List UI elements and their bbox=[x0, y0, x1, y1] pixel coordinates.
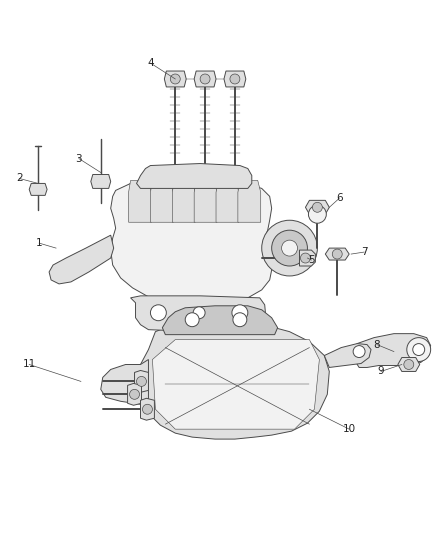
Circle shape bbox=[130, 389, 140, 399]
Polygon shape bbox=[300, 250, 315, 266]
Polygon shape bbox=[305, 200, 329, 214]
Circle shape bbox=[233, 313, 247, 327]
Polygon shape bbox=[29, 183, 47, 196]
Circle shape bbox=[170, 74, 180, 84]
Polygon shape bbox=[325, 248, 349, 260]
Polygon shape bbox=[141, 398, 155, 420]
Text: 4: 4 bbox=[147, 58, 154, 68]
Polygon shape bbox=[194, 71, 216, 87]
Circle shape bbox=[193, 307, 205, 319]
Circle shape bbox=[200, 74, 210, 84]
Circle shape bbox=[312, 203, 322, 212]
Text: 8: 8 bbox=[374, 340, 380, 350]
Polygon shape bbox=[164, 71, 186, 87]
Polygon shape bbox=[172, 181, 195, 222]
Polygon shape bbox=[194, 181, 217, 222]
Polygon shape bbox=[101, 360, 148, 409]
Circle shape bbox=[150, 305, 166, 321]
Circle shape bbox=[353, 345, 365, 358]
Polygon shape bbox=[138, 328, 329, 439]
Text: 10: 10 bbox=[343, 424, 356, 434]
Circle shape bbox=[407, 337, 431, 361]
Polygon shape bbox=[111, 179, 272, 305]
Text: 6: 6 bbox=[336, 193, 343, 204]
Polygon shape bbox=[224, 71, 246, 87]
Text: 7: 7 bbox=[361, 247, 367, 257]
Polygon shape bbox=[238, 181, 261, 222]
Polygon shape bbox=[216, 181, 239, 222]
Polygon shape bbox=[150, 181, 173, 222]
Polygon shape bbox=[49, 235, 114, 284]
Circle shape bbox=[230, 74, 240, 84]
Polygon shape bbox=[162, 306, 278, 335]
Circle shape bbox=[332, 249, 342, 259]
Circle shape bbox=[142, 404, 152, 414]
Text: 11: 11 bbox=[23, 359, 36, 369]
Circle shape bbox=[262, 220, 318, 276]
Text: 2: 2 bbox=[16, 173, 23, 183]
Polygon shape bbox=[137, 164, 252, 188]
Text: 1: 1 bbox=[36, 238, 42, 248]
Polygon shape bbox=[91, 174, 111, 188]
Circle shape bbox=[232, 305, 248, 321]
Polygon shape bbox=[354, 334, 431, 367]
Polygon shape bbox=[324, 344, 371, 367]
Polygon shape bbox=[131, 296, 266, 332]
Circle shape bbox=[413, 344, 425, 356]
Text: 5: 5 bbox=[308, 255, 315, 265]
Polygon shape bbox=[152, 340, 319, 429]
Circle shape bbox=[137, 376, 146, 386]
Circle shape bbox=[282, 240, 297, 256]
Polygon shape bbox=[129, 181, 152, 222]
Polygon shape bbox=[398, 358, 420, 372]
Text: 9: 9 bbox=[378, 367, 384, 376]
Text: 3: 3 bbox=[76, 154, 82, 164]
Polygon shape bbox=[134, 370, 148, 392]
Circle shape bbox=[308, 205, 326, 223]
Circle shape bbox=[300, 253, 311, 263]
Polygon shape bbox=[127, 383, 141, 405]
Circle shape bbox=[404, 360, 414, 369]
Circle shape bbox=[272, 230, 307, 266]
Circle shape bbox=[185, 313, 199, 327]
